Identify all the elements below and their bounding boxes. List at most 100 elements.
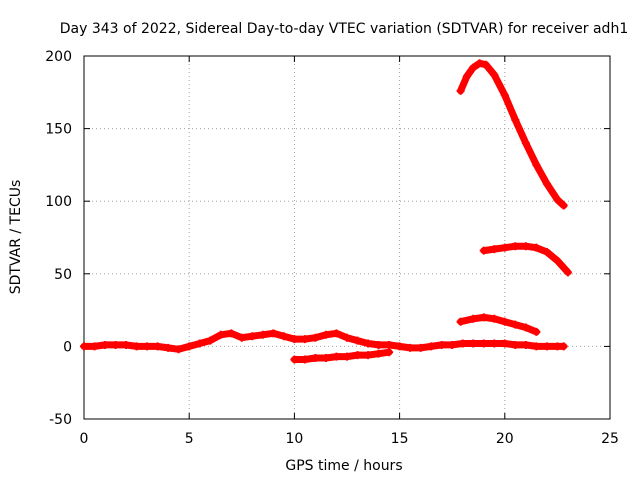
data-point — [374, 340, 383, 349]
data-point — [90, 342, 99, 351]
data-point — [343, 352, 351, 361]
data-point — [462, 72, 471, 81]
grid — [84, 56, 610, 419]
x-tick-label: 0 — [80, 431, 89, 447]
x-tick-label: 5 — [185, 431, 194, 447]
data-point — [542, 248, 551, 257]
y-tick-labels: -50 0 50 100 150 200 — [45, 49, 72, 428]
data-point — [456, 86, 465, 95]
data-point — [174, 345, 183, 354]
data-point — [511, 340, 520, 349]
data-point — [511, 320, 520, 329]
data-point — [206, 336, 215, 345]
data-point — [321, 330, 330, 339]
data-point — [532, 327, 541, 336]
data-point — [532, 342, 541, 351]
data-point — [80, 342, 88, 351]
data-point — [511, 242, 520, 251]
data-point — [385, 340, 394, 349]
data-point — [364, 351, 373, 360]
y-tick-label: 50 — [54, 267, 72, 283]
data-point — [101, 340, 110, 349]
data-point — [542, 342, 551, 351]
data-point — [479, 339, 488, 348]
data-point — [353, 336, 362, 345]
data-point — [216, 330, 225, 339]
data-point — [475, 59, 484, 68]
data-point — [542, 179, 551, 188]
data-point — [300, 355, 309, 364]
x-tick-label: 15 — [391, 431, 409, 447]
axis-ticks — [83, 55, 611, 420]
y-tick-label: 200 — [45, 49, 72, 65]
data-point — [311, 333, 320, 342]
data-point — [469, 314, 478, 323]
data-point — [332, 329, 341, 338]
y-tick-label: 100 — [45, 194, 72, 210]
x-axis-label: GPS time / hours — [285, 458, 402, 474]
data-point — [490, 70, 499, 79]
data-point — [532, 243, 541, 252]
data-point — [185, 342, 194, 351]
y-tick-label: 0 — [63, 339, 72, 355]
data-point — [248, 332, 257, 341]
data-point — [269, 329, 278, 338]
data-point — [532, 160, 541, 169]
data-point — [321, 354, 330, 363]
data-point — [521, 242, 530, 251]
data-point — [427, 342, 436, 351]
data-point — [364, 339, 373, 348]
data-point — [469, 63, 478, 72]
data-point — [227, 329, 236, 338]
x-tick-label: 10 — [285, 431, 303, 447]
data-point — [553, 195, 562, 204]
series-lower-arc — [290, 348, 393, 363]
data-point — [469, 339, 478, 348]
plot-frame — [83, 55, 611, 420]
data-point — [521, 323, 530, 332]
data-point — [290, 335, 299, 344]
x-tick-labels: 0 5 10 15 20 25 — [80, 431, 619, 447]
data-point — [132, 342, 141, 351]
data-point — [395, 342, 404, 351]
data-point — [500, 91, 509, 100]
data-point — [479, 313, 488, 322]
data-point — [481, 60, 490, 69]
data-point — [153, 342, 162, 351]
data-point — [332, 352, 341, 361]
series-group — [80, 59, 572, 364]
data-point — [553, 256, 562, 265]
data-point — [456, 317, 465, 326]
x-tick-label: 25 — [601, 431, 619, 447]
data-point — [521, 340, 530, 349]
data-point — [279, 332, 288, 341]
data-point — [490, 339, 499, 348]
data-point — [500, 243, 509, 252]
data-point — [374, 349, 383, 358]
y-tick-label: -50 — [49, 412, 72, 428]
data-point — [458, 339, 467, 348]
data-point — [500, 339, 509, 348]
data-point — [195, 339, 204, 348]
data-point — [122, 340, 131, 349]
data-point — [511, 115, 520, 124]
data-point — [290, 355, 299, 364]
chart-title: Day 343 of 2022, Sidereal Day-to-day VTE… — [60, 21, 628, 37]
data-point — [448, 340, 457, 349]
data-point — [406, 343, 415, 352]
data-point — [343, 333, 351, 342]
data-point — [490, 245, 499, 254]
data-point — [311, 354, 320, 363]
data-point — [353, 351, 362, 360]
x-tick-label: 20 — [496, 431, 514, 447]
data-point — [559, 201, 568, 210]
data-point — [111, 340, 120, 349]
data-point — [521, 139, 530, 148]
data-point — [500, 317, 509, 326]
data-point — [164, 343, 173, 352]
data-point — [479, 246, 488, 255]
data-point — [143, 342, 152, 351]
data-point — [563, 268, 572, 277]
data-point — [258, 330, 267, 339]
